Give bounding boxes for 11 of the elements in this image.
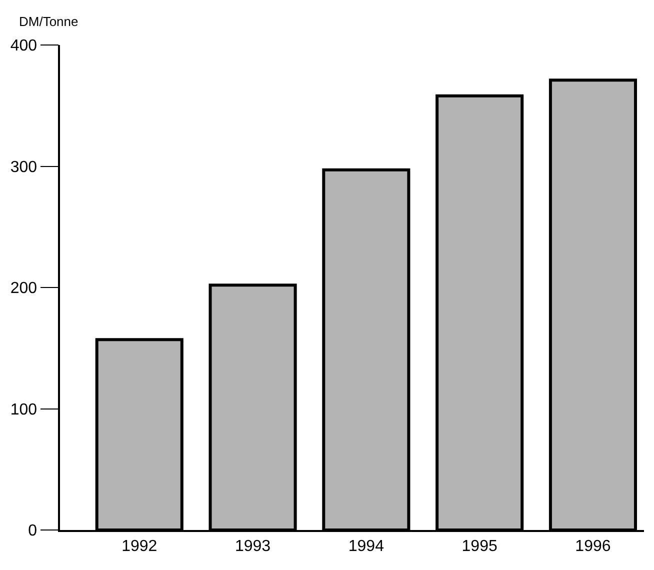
x-tick-label: 1994 bbox=[348, 538, 384, 555]
x-tick-label: 1993 bbox=[234, 538, 271, 555]
x-tick-label: 1995 bbox=[462, 538, 498, 555]
y-tick-label: 300 bbox=[10, 158, 38, 176]
y-tick-label: 100 bbox=[10, 401, 38, 418]
x-tick-label: 1996 bbox=[575, 538, 611, 555]
x-tick-label: 1992 bbox=[122, 538, 158, 555]
y-tick-label: 0 bbox=[28, 522, 38, 540]
y-tick-label: 200 bbox=[10, 280, 38, 298]
y-axis-title: DM/Tonne bbox=[19, 14, 78, 29]
y-tick-label: 400 bbox=[10, 38, 38, 55]
